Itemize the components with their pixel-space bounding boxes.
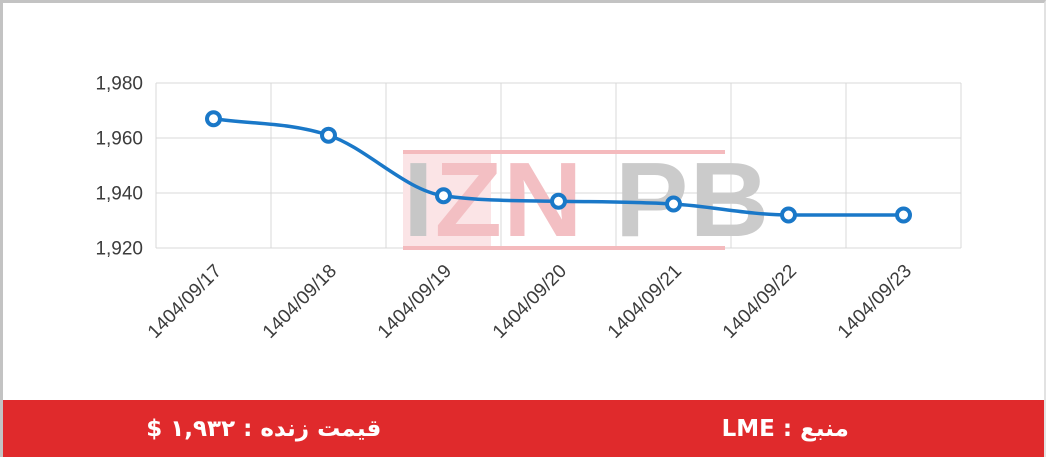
data-point-marker [895,206,912,224]
data-point-marker [550,192,567,210]
data-point-marker [780,206,797,224]
data-point-marker [435,187,452,205]
y-tick-label: 1,940 [95,184,143,205]
source-label: منبع : LME [721,415,849,442]
y-tick-label: 1,920 [95,239,143,260]
y-tick-label: 1,980 [95,74,143,95]
data-point-marker [205,110,222,128]
line-chart: 1,980 1,960 1,940 1,920 1404/09/17 1404/09/18… [95,74,962,343]
live-price-label: قیمت زنده : ۱,۹۳۲ $ [146,415,382,442]
data-point-marker [665,195,682,213]
footer-bar: قیمت زنده : ۱,۹۳۲ $ منبع : LME [3,400,1044,457]
chart-series-layer [205,110,912,224]
y-tick-label: 1,960 [95,129,143,150]
data-point-marker [320,126,337,144]
